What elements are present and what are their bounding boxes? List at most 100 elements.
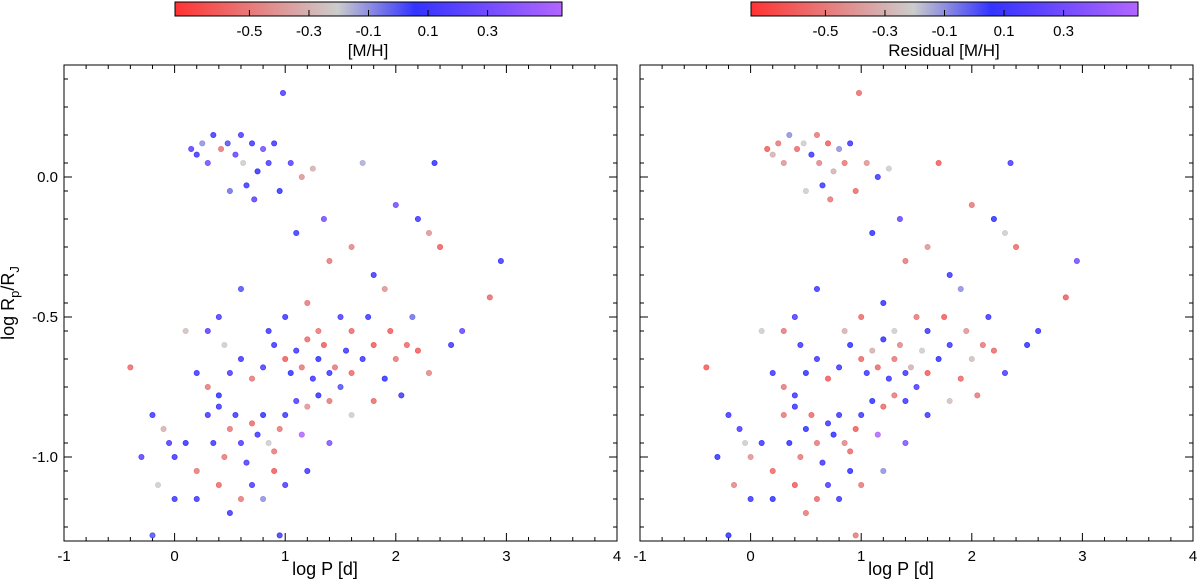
data-point bbox=[237, 285, 244, 292]
data-point bbox=[240, 159, 247, 166]
data-point bbox=[990, 347, 997, 354]
data-point bbox=[199, 140, 206, 147]
data-point bbox=[343, 347, 350, 354]
data-point bbox=[957, 285, 964, 292]
colorbar-tick-label: 0.1 bbox=[994, 23, 1015, 40]
data-point bbox=[249, 140, 256, 147]
y-tick-label: -0.5 bbox=[32, 309, 58, 326]
data-point bbox=[825, 481, 832, 488]
data-point bbox=[315, 392, 322, 399]
data-point bbox=[791, 392, 798, 399]
data-point bbox=[791, 481, 798, 488]
colorbar-ticks: -0.5 -0.3 -0.1 0.1 0.3 bbox=[812, 10, 1074, 40]
data-point bbox=[747, 495, 754, 502]
data-point bbox=[437, 243, 444, 250]
data-point bbox=[193, 467, 200, 474]
data-point bbox=[891, 355, 898, 362]
data-point bbox=[326, 397, 333, 404]
colorbar-label: [M/H] bbox=[348, 41, 389, 60]
data-point bbox=[957, 375, 964, 382]
colorbar-label: Residual [M/H] bbox=[888, 41, 999, 60]
data-point bbox=[282, 411, 289, 418]
data-point bbox=[924, 243, 931, 250]
data-point bbox=[858, 411, 865, 418]
data-point bbox=[265, 439, 272, 446]
data-point bbox=[880, 403, 887, 410]
data-point bbox=[747, 453, 754, 460]
data-point bbox=[149, 411, 156, 418]
data-point bbox=[331, 364, 338, 371]
data-point bbox=[841, 439, 848, 446]
data-point bbox=[226, 425, 233, 432]
data-point bbox=[204, 383, 211, 390]
data-point bbox=[1062, 294, 1069, 301]
data-point bbox=[337, 313, 344, 320]
data-point bbox=[1001, 229, 1008, 236]
colorbar-tick-label: 0.1 bbox=[418, 23, 439, 40]
data-point bbox=[907, 364, 914, 371]
data-point bbox=[320, 341, 327, 348]
data-point bbox=[425, 369, 432, 376]
data-point bbox=[193, 495, 200, 502]
data-point bbox=[210, 131, 217, 138]
data-points bbox=[703, 90, 1080, 539]
data-point bbox=[221, 453, 228, 460]
data-point bbox=[830, 168, 837, 175]
data-point bbox=[758, 327, 765, 334]
x-tick-label: 3 bbox=[502, 548, 510, 565]
data-point bbox=[431, 159, 438, 166]
data-point bbox=[218, 145, 225, 152]
y-label-sub-p: p bbox=[7, 291, 22, 298]
data-point bbox=[276, 425, 283, 432]
data-point bbox=[764, 145, 771, 152]
data-point bbox=[902, 369, 909, 376]
data-point bbox=[855, 90, 862, 97]
data-point bbox=[282, 481, 289, 488]
data-point bbox=[204, 411, 211, 418]
data-point bbox=[282, 313, 289, 320]
data-point bbox=[990, 215, 997, 222]
data-point bbox=[448, 341, 455, 348]
data-point bbox=[215, 313, 222, 320]
data-point bbox=[802, 425, 809, 432]
data-point bbox=[160, 425, 167, 432]
x-axis-label: log P [d] bbox=[868, 559, 934, 579]
data-point bbox=[924, 327, 931, 334]
data-point bbox=[260, 145, 267, 152]
data-point bbox=[769, 495, 776, 502]
data-point bbox=[224, 140, 231, 147]
data-point bbox=[902, 397, 909, 404]
data-point bbox=[769, 151, 776, 158]
data-point bbox=[326, 439, 333, 446]
data-point bbox=[251, 196, 258, 203]
data-point bbox=[254, 168, 261, 175]
data-point bbox=[836, 145, 843, 152]
data-point bbox=[398, 392, 405, 399]
data-point bbox=[891, 327, 898, 334]
data-point bbox=[841, 327, 848, 334]
data-point bbox=[409, 313, 416, 320]
data-point bbox=[370, 341, 377, 348]
data-point bbox=[869, 397, 876, 404]
data-point bbox=[974, 392, 981, 399]
data-point bbox=[221, 341, 228, 348]
y-tick-label: 0.0 bbox=[37, 169, 58, 186]
data-point bbox=[193, 151, 200, 158]
data-point bbox=[276, 187, 283, 194]
data-point bbox=[874, 431, 881, 438]
data-point bbox=[237, 439, 244, 446]
x-tick-label: 0 bbox=[746, 548, 754, 565]
data-point bbox=[836, 495, 843, 502]
data-point bbox=[315, 327, 322, 334]
data-point bbox=[847, 140, 854, 147]
data-point bbox=[819, 182, 826, 189]
data-point bbox=[348, 243, 355, 250]
data-point bbox=[786, 131, 793, 138]
data-point bbox=[249, 481, 256, 488]
data-point bbox=[863, 369, 870, 376]
data-point bbox=[946, 271, 953, 278]
data-point bbox=[780, 327, 787, 334]
data-point bbox=[913, 383, 920, 390]
data-point bbox=[304, 336, 311, 343]
data-point bbox=[392, 201, 399, 208]
